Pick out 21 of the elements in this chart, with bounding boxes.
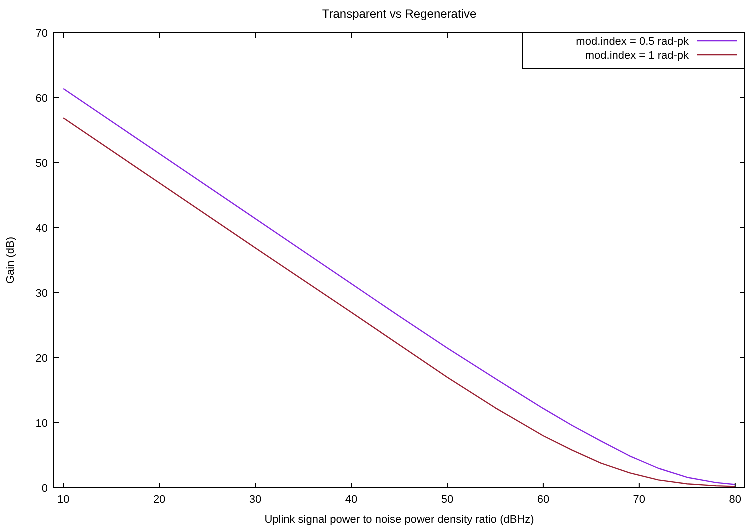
y-tick-label: 20 <box>36 352 48 365</box>
y-tick-label: 10 <box>36 418 48 430</box>
y-tick-label: 50 <box>36 158 48 170</box>
y-tick-label: 0 <box>42 482 48 495</box>
legend-label: mod.index = 0.5 rad-pk <box>576 36 690 48</box>
x-axis-title: Uplink signal power to noise power density ratio (dBHz) <box>264 514 534 526</box>
y-axis-title: Gain (dB) <box>5 236 17 284</box>
x-tick-label: 50 <box>441 494 454 506</box>
y-tick-label: 30 <box>36 288 48 300</box>
legend-label: mod.index = 1 rad-pk <box>585 50 690 62</box>
y-tick-label: 60 <box>36 92 48 105</box>
x-tick-label: 70 <box>633 494 646 506</box>
x-tick-label: 20 <box>153 494 166 506</box>
chart-title: Transparent vs Regenerative <box>322 7 477 21</box>
y-tick-label: 70 <box>36 28 48 40</box>
x-tick-label: 30 <box>249 494 262 506</box>
x-tick-label: 10 <box>57 494 70 506</box>
x-tick-label: 60 <box>537 494 550 506</box>
x-tick-label: 80 <box>729 494 742 506</box>
x-tick-label: 40 <box>345 494 358 506</box>
y-tick-label: 40 <box>36 222 48 235</box>
